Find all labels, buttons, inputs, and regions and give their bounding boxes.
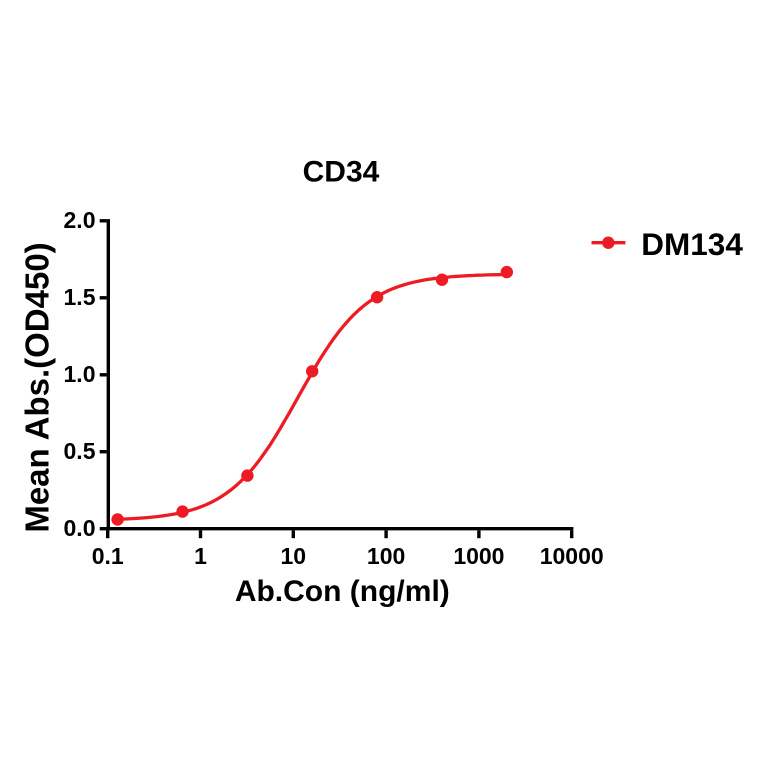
svg-text:10: 10: [281, 543, 307, 569]
svg-text:Ab.Con (ng/ml): Ab.Con (ng/ml): [235, 575, 450, 608]
svg-text:1: 1: [194, 543, 207, 569]
svg-text:CD34: CD34: [303, 156, 380, 189]
svg-text:0.0: 0.0: [64, 515, 96, 541]
svg-text:1.0: 1.0: [64, 361, 96, 387]
svg-text:10000: 10000: [540, 543, 604, 569]
svg-text:0.1: 0.1: [92, 543, 124, 569]
svg-text:1.5: 1.5: [64, 284, 96, 310]
svg-text:100: 100: [367, 543, 405, 569]
svg-text:1000: 1000: [453, 543, 504, 569]
svg-text:0.5: 0.5: [64, 438, 96, 464]
svg-text:DM134: DM134: [641, 226, 743, 262]
svg-text:2.0: 2.0: [64, 207, 96, 233]
svg-text:Mean Abs.(OD450): Mean Abs.(OD450): [19, 242, 56, 532]
